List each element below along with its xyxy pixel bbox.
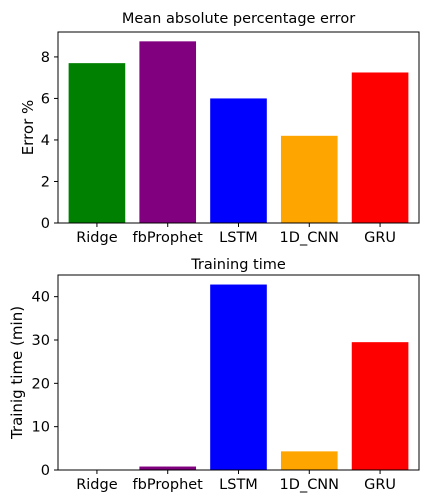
y-tick-label: 4 — [41, 133, 50, 149]
y-tick-label: 2 — [41, 174, 50, 190]
x-tick-label: GRU — [364, 230, 396, 246]
bar-fbprophet — [139, 41, 197, 223]
bar-gru — [351, 342, 409, 470]
y-tick-label: 8 — [41, 50, 50, 66]
y-tick-label: 0 — [41, 216, 50, 232]
y-tick-label: 0 — [41, 463, 50, 479]
x-tick-label: fbProphet — [133, 230, 204, 246]
chart-title: Mean absolute percentage error — [122, 11, 355, 27]
bar-1d_cnn — [280, 135, 338, 223]
bar-lstm — [210, 98, 267, 223]
y-tick-label: 30 — [32, 333, 50, 349]
chart-title: Training time — [190, 257, 286, 273]
bar-fbprophet — [139, 466, 197, 470]
chart-panel-1: Mean absolute percentage error Error % Rid… — [19, 11, 420, 246]
plot-frame — [57, 274, 420, 471]
bar-1d_cnn — [280, 451, 338, 470]
y-axis-label: Trainig time (min) — [8, 306, 26, 440]
chart-panel-2: Training time Trainig time (min) Ridge fbPr… — [8, 257, 420, 493]
bar-ridge — [68, 63, 126, 224]
y-axis-label: Error % — [19, 100, 37, 156]
x-tick-label: GRU — [364, 477, 396, 493]
y-tick-label: 20 — [32, 376, 50, 392]
x-tick-label: 1D_CNN — [280, 477, 339, 493]
plot-frame — [57, 31, 420, 224]
x-tick-label: LSTM — [219, 230, 258, 246]
x-tick-label: Ridge — [76, 230, 118, 246]
y-tick-label: 40 — [32, 290, 50, 306]
x-tick-label: fbProphet — [133, 477, 204, 493]
y-tick-label: 6 — [41, 91, 50, 107]
x-tick-label: LSTM — [219, 477, 258, 493]
bar-gru — [351, 72, 409, 223]
x-tick-label: 1D_CNN — [280, 230, 339, 246]
x-tick-label: Ridge — [76, 477, 118, 493]
bar-lstm — [210, 284, 267, 470]
y-tick-label: 10 — [32, 420, 50, 436]
